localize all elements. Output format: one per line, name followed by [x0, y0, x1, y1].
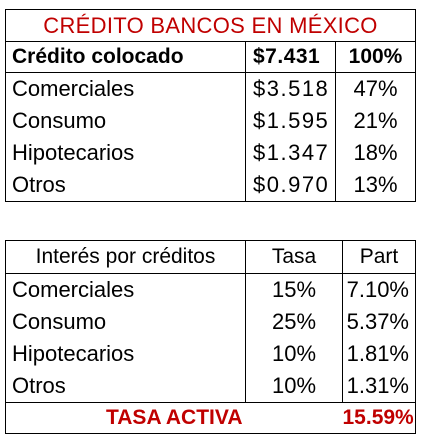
row-label: Otros — [5, 370, 246, 403]
interest-total-row: TASA ACTIVA 15.59% — [5, 402, 416, 434]
row-amount: $0.970 — [245, 169, 336, 202]
row-rate: 25% — [245, 306, 343, 338]
table-row: Hipotecarios 10% 1.81% — [5, 338, 416, 370]
interest-header-label: Interés por créditos — [5, 240, 246, 274]
row-label: Comerciales — [5, 72, 246, 105]
row-percent: 13% — [334, 169, 417, 202]
row-amount: $1.347 — [245, 137, 336, 169]
row-part: 7.10% — [342, 273, 416, 306]
credit-header-percent: 100% — [334, 41, 417, 73]
row-amount: $1.595 — [245, 105, 336, 137]
table-row: Hipotecarios $1.347 18% — [5, 137, 417, 169]
table-row: Comerciales $3.518 47% — [5, 72, 417, 105]
row-part: 5.37% — [342, 306, 416, 338]
row-label: Hipotecarios — [5, 338, 246, 370]
table-row: Otros 10% 1.31% — [5, 370, 416, 403]
table-row: Consumo $1.595 21% — [5, 105, 417, 137]
table-row: Comerciales 15% 7.10% — [5, 273, 416, 306]
total-rate-value: 15.59% — [342, 402, 416, 434]
credit-table-title-row: CRÉDITO BANCOS EN MÉXICO — [4, 9, 417, 42]
row-part: 1.31% — [342, 370, 416, 403]
row-percent: 21% — [334, 105, 417, 137]
row-label: Comerciales — [5, 273, 246, 306]
interest-header-rate: Tasa — [245, 240, 343, 274]
interest-table-header-row: Interés por créditos Tasa Part — [5, 240, 416, 274]
row-rate: 10% — [245, 370, 343, 403]
row-percent: 18% — [334, 137, 417, 169]
credit-header-amount: $7.431 — [245, 41, 336, 73]
row-percent: 47% — [334, 72, 417, 105]
credit-table: CRÉDITO BANCOS EN MÉXICO Crédito colocad… — [4, 9, 417, 202]
credit-table-title: CRÉDITO BANCOS EN MÉXICO — [4, 9, 417, 42]
row-label: Consumo — [5, 105, 246, 137]
table-row: Otros $0.970 13% — [5, 169, 417, 202]
row-label: Otros — [5, 169, 246, 202]
interest-table: Interés por créditos Tasa Part Comercial… — [5, 240, 416, 434]
interest-header-part: Part — [342, 240, 416, 274]
credit-table-header-row: Crédito colocado $7.431 100% — [5, 41, 417, 73]
row-rate: 10% — [245, 338, 343, 370]
row-label: Hipotecarios — [5, 137, 246, 169]
row-label: Consumo — [5, 306, 246, 338]
row-amount: $3.518 — [245, 72, 336, 105]
row-part: 1.81% — [342, 338, 416, 370]
row-rate: 15% — [245, 273, 343, 306]
credit-header-label: Crédito colocado — [5, 41, 246, 73]
table-row: Consumo 25% 5.37% — [5, 306, 416, 338]
total-rate-label: TASA ACTIVA — [5, 402, 343, 434]
